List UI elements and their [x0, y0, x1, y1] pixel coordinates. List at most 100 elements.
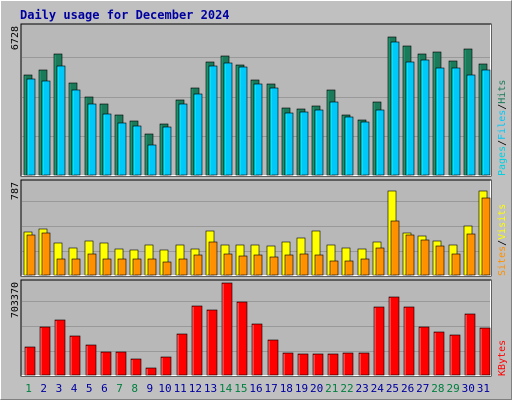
kbytes-panel-inner-bevel — [21, 280, 491, 376]
bar-files — [466, 74, 476, 176]
x-tick-label: 24 — [371, 382, 385, 395]
bar-sites — [344, 260, 354, 276]
bar-kbytes — [403, 306, 415, 376]
visits-panel: 787 Sites/Visits — [10, 179, 508, 277]
x-tick-label: 4 — [71, 382, 78, 395]
legend-separator: / — [497, 140, 508, 146]
bar-sites — [329, 260, 339, 276]
bar-kbytes — [85, 344, 97, 376]
bar-sites — [360, 258, 370, 276]
bar-sites — [147, 258, 157, 276]
bar-kbytes — [130, 358, 142, 376]
bar-sites — [178, 258, 188, 276]
x-tick-label: 25 — [386, 382, 399, 395]
bar-kbytes — [24, 346, 36, 376]
x-tick-label: 31 — [477, 382, 490, 395]
x-tick-label: 6 — [101, 382, 108, 395]
bar-files — [132, 125, 142, 176]
bar-kbytes — [464, 313, 476, 376]
bar-sites — [435, 245, 445, 276]
bar-kbytes — [358, 352, 370, 376]
y-max-label: 703370 — [10, 282, 21, 318]
bar-sites — [314, 254, 324, 276]
bar-files — [435, 67, 445, 176]
bar-kbytes — [327, 353, 339, 376]
legend-separator: / — [497, 240, 508, 246]
x-tick-label: 17 — [265, 382, 278, 395]
bar-sites — [193, 254, 203, 276]
x-tick-label: 8 — [131, 382, 138, 395]
bar-kbytes — [297, 353, 309, 376]
x-tick-label: 20 — [310, 382, 323, 395]
legend-hits: Hits — [497, 80, 508, 104]
bar-kbytes — [176, 333, 188, 376]
kbytes-panel: 703370 KBytes — [10, 279, 508, 377]
bar-kbytes — [251, 323, 263, 376]
bar-kbytes — [191, 305, 203, 376]
bar-kbytes — [160, 356, 172, 376]
bar-kbytes — [236, 301, 248, 376]
x-tick-label: 9 — [147, 382, 154, 395]
bar-sites — [56, 258, 66, 276]
bar-files — [87, 103, 97, 176]
bar-files — [41, 80, 51, 176]
bar-files — [223, 62, 233, 176]
x-tick-label: 23 — [356, 382, 369, 395]
x-tick-label: 5 — [86, 382, 93, 395]
bar-sites — [481, 197, 491, 276]
bar-kbytes — [388, 296, 400, 376]
bar-sites — [71, 258, 81, 276]
legend-visits: Visits — [497, 204, 508, 240]
bar-sites — [208, 241, 218, 276]
bar-files — [344, 116, 354, 176]
x-tick-label: 18 — [280, 382, 293, 395]
bar-files — [451, 67, 461, 176]
bar-sites — [466, 233, 476, 276]
x-tick-label: 11 — [174, 382, 187, 395]
x-tick-label: 10 — [158, 382, 171, 395]
bar-sites — [269, 256, 279, 276]
bar-kbytes — [145, 367, 157, 376]
bar-kbytes — [479, 327, 491, 376]
bar-sites — [223, 253, 233, 276]
bar-files — [102, 113, 112, 176]
legend: Sites/Visits — [497, 204, 508, 276]
bar-sites — [26, 234, 36, 276]
bar-sites — [132, 258, 142, 276]
legend: KBytes — [497, 340, 508, 376]
bar-kbytes — [221, 282, 233, 376]
x-tick-label: 30 — [462, 382, 475, 395]
x-tick-label: 28 — [431, 382, 444, 395]
bar-kbytes — [39, 326, 51, 376]
bar-files — [284, 112, 294, 176]
x-tick-label: 15 — [234, 382, 247, 395]
x-tick-label: 14 — [219, 382, 233, 395]
bar-kbytes — [54, 319, 66, 376]
bar-files — [360, 121, 370, 176]
bar-kbytes — [267, 339, 279, 376]
legend-separator: / — [497, 104, 508, 110]
bar-files — [314, 109, 324, 176]
bar-files — [253, 83, 263, 176]
x-tick-label: 12 — [189, 382, 202, 395]
x-tick-label: 2 — [40, 382, 47, 395]
x-tick-label: 13 — [204, 382, 217, 395]
legend: Pages/Files/Hits — [497, 80, 508, 176]
bar-files — [375, 109, 385, 176]
bar-files — [71, 89, 81, 176]
bar-kbytes — [418, 326, 430, 376]
chart-title: Daily usage for December 2024 — [20, 8, 230, 22]
x-tick-label: 21 — [325, 382, 338, 395]
legend-pages: Pages — [497, 146, 508, 176]
bar-kbytes — [100, 351, 112, 376]
y-max-label: 787 — [10, 182, 21, 200]
bar-kbytes — [373, 306, 385, 376]
y-max-label: 6728 — [10, 26, 21, 50]
hits-panel: 6728 Pages/Files/Hits — [10, 23, 508, 177]
bar-files — [162, 126, 172, 176]
bar-sites — [405, 234, 415, 276]
x-tick-label: 26 — [401, 382, 414, 395]
bar-sites — [238, 255, 248, 276]
bar-sites — [375, 247, 385, 276]
